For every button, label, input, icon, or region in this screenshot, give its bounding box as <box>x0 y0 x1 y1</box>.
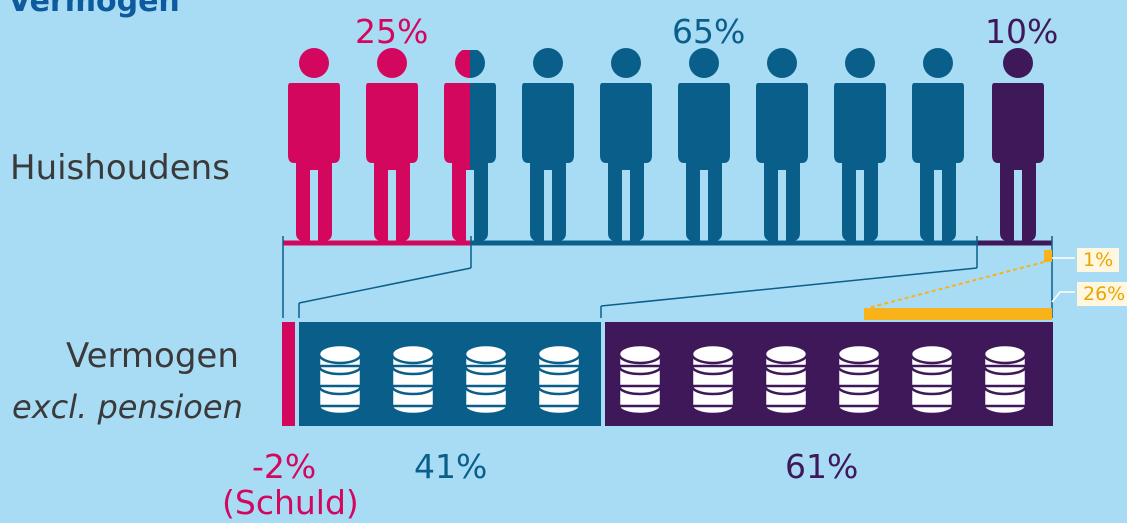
pct-top-1: 1% <box>1077 248 1120 272</box>
coin-stack-icon <box>982 343 1028 416</box>
coin-stack-icon <box>763 343 809 416</box>
wealth-bar-debt <box>282 322 295 426</box>
pct-top-1-wealth: 26% <box>1077 282 1127 306</box>
pct-debt: -2% <box>252 447 317 486</box>
pct-wealth-middle: 41% <box>414 447 488 486</box>
top1-segment <box>1044 250 1052 262</box>
person-icon <box>444 50 496 241</box>
person-icon <box>600 48 652 241</box>
pct-middle-65: 65% <box>672 12 746 51</box>
coin-stack-icon <box>690 343 736 416</box>
person-icon <box>756 48 808 241</box>
wealth-label: Vermogen <box>66 336 239 376</box>
wealth-sublabel: excl. pensioen <box>12 388 243 426</box>
person-icon <box>366 48 418 241</box>
person-icon <box>912 48 964 241</box>
person-icon <box>522 48 574 241</box>
pct-wealth-top: 61% <box>785 447 859 486</box>
coin-stack-icon <box>617 343 663 416</box>
top1-wealth-bar <box>864 308 1052 320</box>
person-icon <box>992 48 1044 241</box>
pct-bottom-25: 25% <box>355 12 429 51</box>
households-label: Huishoudens <box>10 148 230 188</box>
coin-stack-icon <box>390 343 436 416</box>
chart-title: Vermogen <box>8 0 180 19</box>
person-icon <box>288 48 340 241</box>
wealth-bar-top <box>605 322 1053 426</box>
coin-stack-icon <box>909 343 955 416</box>
coin-stack-icon <box>536 343 582 416</box>
pct-top-10: 10% <box>985 12 1059 51</box>
coin-stack-icon <box>836 343 882 416</box>
coin-stack-icon <box>463 343 509 416</box>
person-icon <box>678 48 730 241</box>
coin-stack-icon <box>317 343 363 416</box>
debt-note: (Schuld) <box>222 483 359 522</box>
person-icon <box>834 48 886 241</box>
